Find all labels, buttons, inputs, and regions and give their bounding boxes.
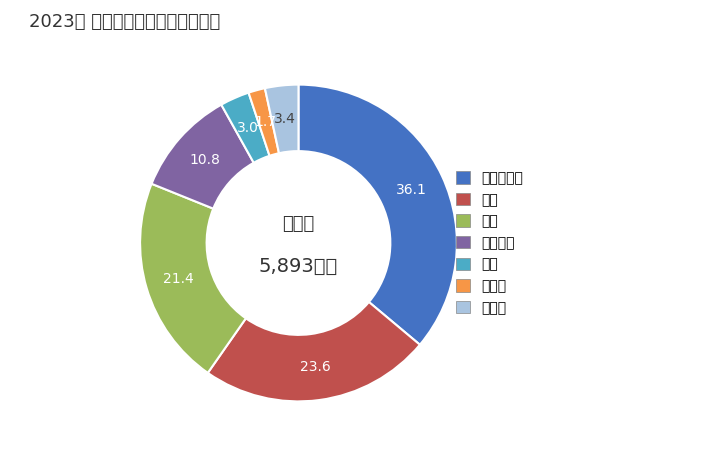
Text: 23.6: 23.6 bbox=[299, 360, 331, 374]
Wedge shape bbox=[151, 105, 254, 209]
Wedge shape bbox=[207, 302, 420, 401]
Text: 1.7: 1.7 bbox=[255, 115, 277, 129]
Text: 総　額: 総 額 bbox=[282, 215, 314, 233]
Text: 3.4: 3.4 bbox=[274, 112, 296, 126]
Wedge shape bbox=[265, 85, 298, 153]
Wedge shape bbox=[221, 93, 269, 163]
Text: 3.0: 3.0 bbox=[237, 122, 259, 135]
Wedge shape bbox=[298, 85, 457, 345]
Wedge shape bbox=[140, 184, 246, 373]
Text: 5,893万円: 5,893万円 bbox=[259, 257, 338, 276]
Text: 10.8: 10.8 bbox=[189, 153, 220, 167]
Text: 2023年 輸出相手国のシェア（％）: 2023年 輸出相手国のシェア（％） bbox=[29, 14, 221, 32]
Wedge shape bbox=[248, 88, 279, 156]
Legend: カンボジア, 中国, 米国, ベトナム, 台湾, ドイツ, その他: カンボジア, 中国, 米国, ベトナム, 台湾, ドイツ, その他 bbox=[456, 171, 523, 315]
Text: 21.4: 21.4 bbox=[163, 272, 194, 286]
Text: 36.1: 36.1 bbox=[397, 183, 427, 197]
